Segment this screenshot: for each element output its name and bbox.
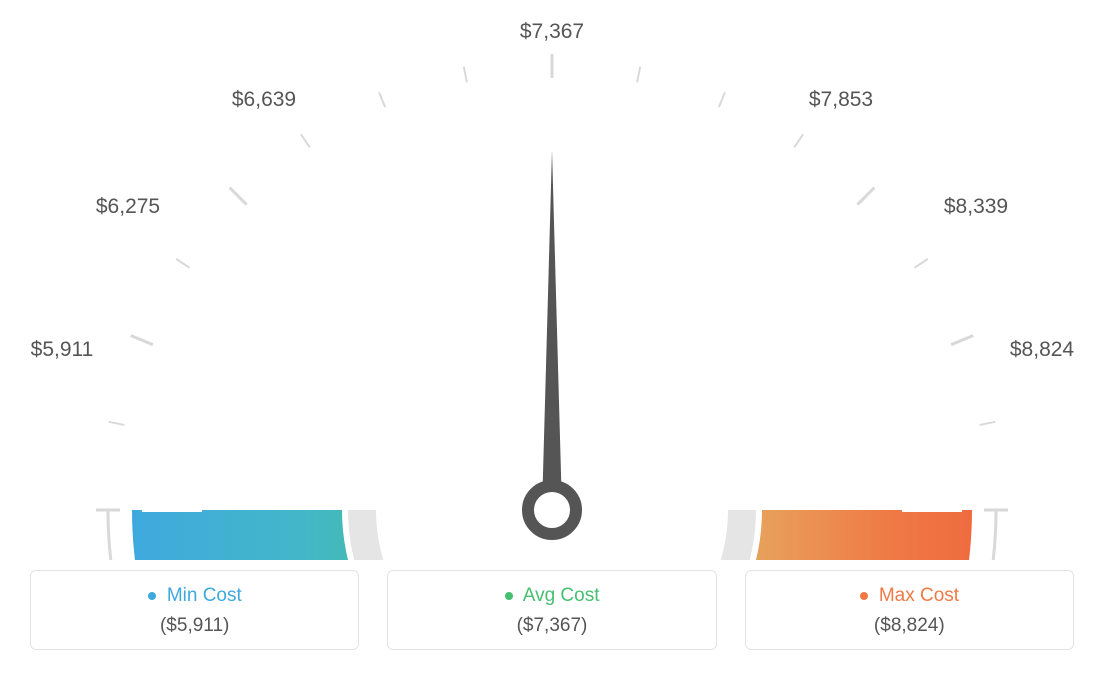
avg-cost-card: Avg Cost ($7,367) [387,570,716,650]
avg-cost-title: Avg Cost [398,585,705,607]
gauge-tick-label: $6,275 [96,195,160,219]
gauge-tick-label: $7,853 [809,88,873,112]
max-cost-value: ($8,824) [756,615,1063,637]
gauge-chart: $5,911 $6,275 $6,639 $7,367 $7,853 $8,339 $8,8… [0,0,1104,560]
max-cost-title: Max Cost [756,585,1063,607]
avg-cost-value: ($7,367) [398,615,705,637]
avg-dot-icon [505,592,513,600]
gauge-svg [0,0,1104,560]
max-cost-card: Max Cost ($8,824) [745,570,1074,650]
min-cost-value: ($5,911) [41,615,348,637]
min-cost-label: Min Cost [167,585,242,606]
gauge-tick-label: $5,911 [31,338,94,362]
summary-cards: Min Cost ($5,911) Avg Cost ($7,367) Max … [0,570,1104,650]
min-cost-card: Min Cost ($5,911) [30,570,359,650]
max-cost-label: Max Cost [879,585,959,606]
avg-cost-label: Avg Cost [523,585,600,606]
min-dot-icon [148,592,156,600]
min-cost-title: Min Cost [41,585,348,607]
gauge-tick-label: $8,824 [1010,338,1074,362]
gauge-tick-label: $6,639 [232,88,296,112]
gauge-tick-label: $7,367 [520,20,584,44]
max-dot-icon [860,592,868,600]
gauge-tick-label: $8,339 [944,195,1008,219]
